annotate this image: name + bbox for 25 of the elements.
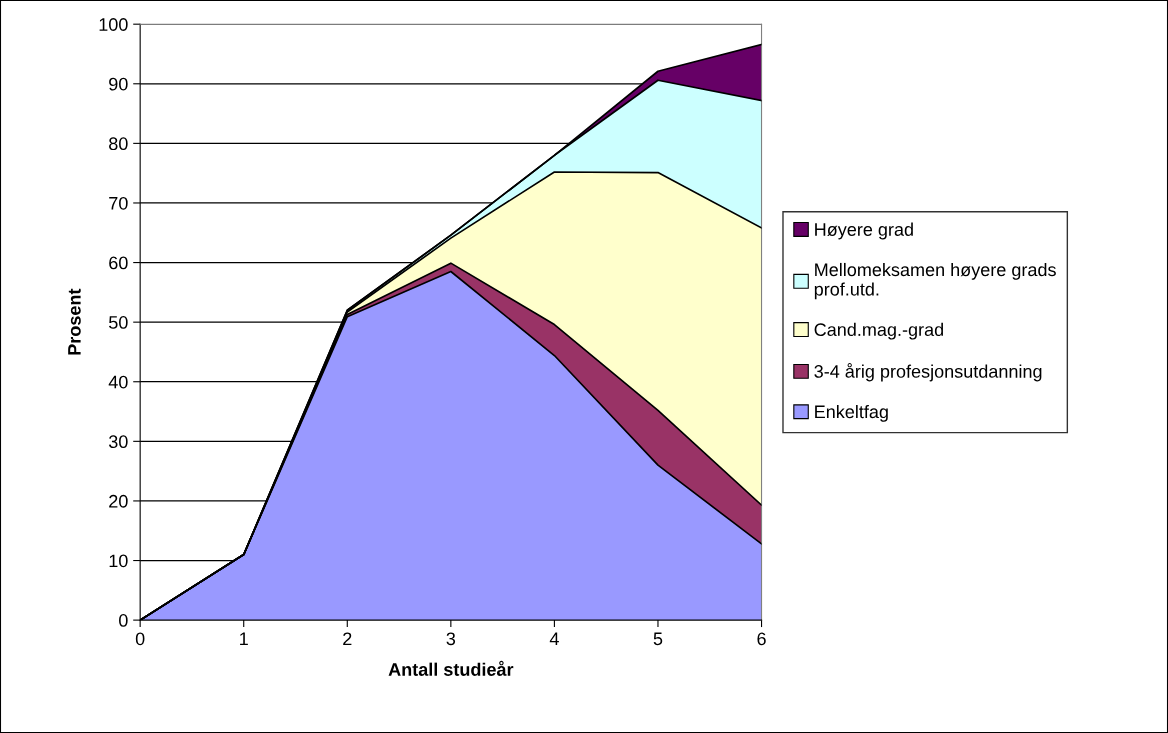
y-tick-label: 80 [109, 137, 128, 151]
legend-label: Mellomeksamen høyere grads prof.utd. [814, 262, 1056, 300]
y-tick-label: 20 [109, 494, 128, 508]
y-tick-label: 90 [109, 77, 128, 91]
y-tick-label: 60 [109, 256, 128, 270]
legend-label: 3-4 årig profesjonsutdanning [814, 363, 1042, 382]
y-tick-label: 40 [108, 375, 128, 389]
legend-label: Enkeltfag [815, 404, 888, 422]
legend-label: Cand.mag.-grad [814, 322, 943, 340]
x-tick-label: 6 [757, 632, 766, 646]
x-tick-label: 3 [446, 632, 456, 646]
legend-label: Høyere grad [815, 222, 913, 240]
x-tick-label: 2 [343, 632, 352, 646]
y-axis-title: Prosent [68, 288, 81, 355]
y-tick-label: 30 [108, 435, 128, 449]
x-tick-label: 5 [653, 632, 663, 646]
y-tick-label: 10 [109, 554, 128, 568]
y-tick-label: 50 [109, 316, 128, 329]
y-tick-label: 100 [99, 18, 128, 31]
y-tick-label: 0 [119, 614, 128, 627]
x-tick-label: 1 [240, 632, 248, 646]
x-tick-label: 4 [549, 632, 559, 646]
x-axis-title: Antall studieår [388, 660, 514, 676]
x-tick-label: 0 [135, 632, 145, 646]
y-tick-label: 70 [109, 196, 128, 210]
